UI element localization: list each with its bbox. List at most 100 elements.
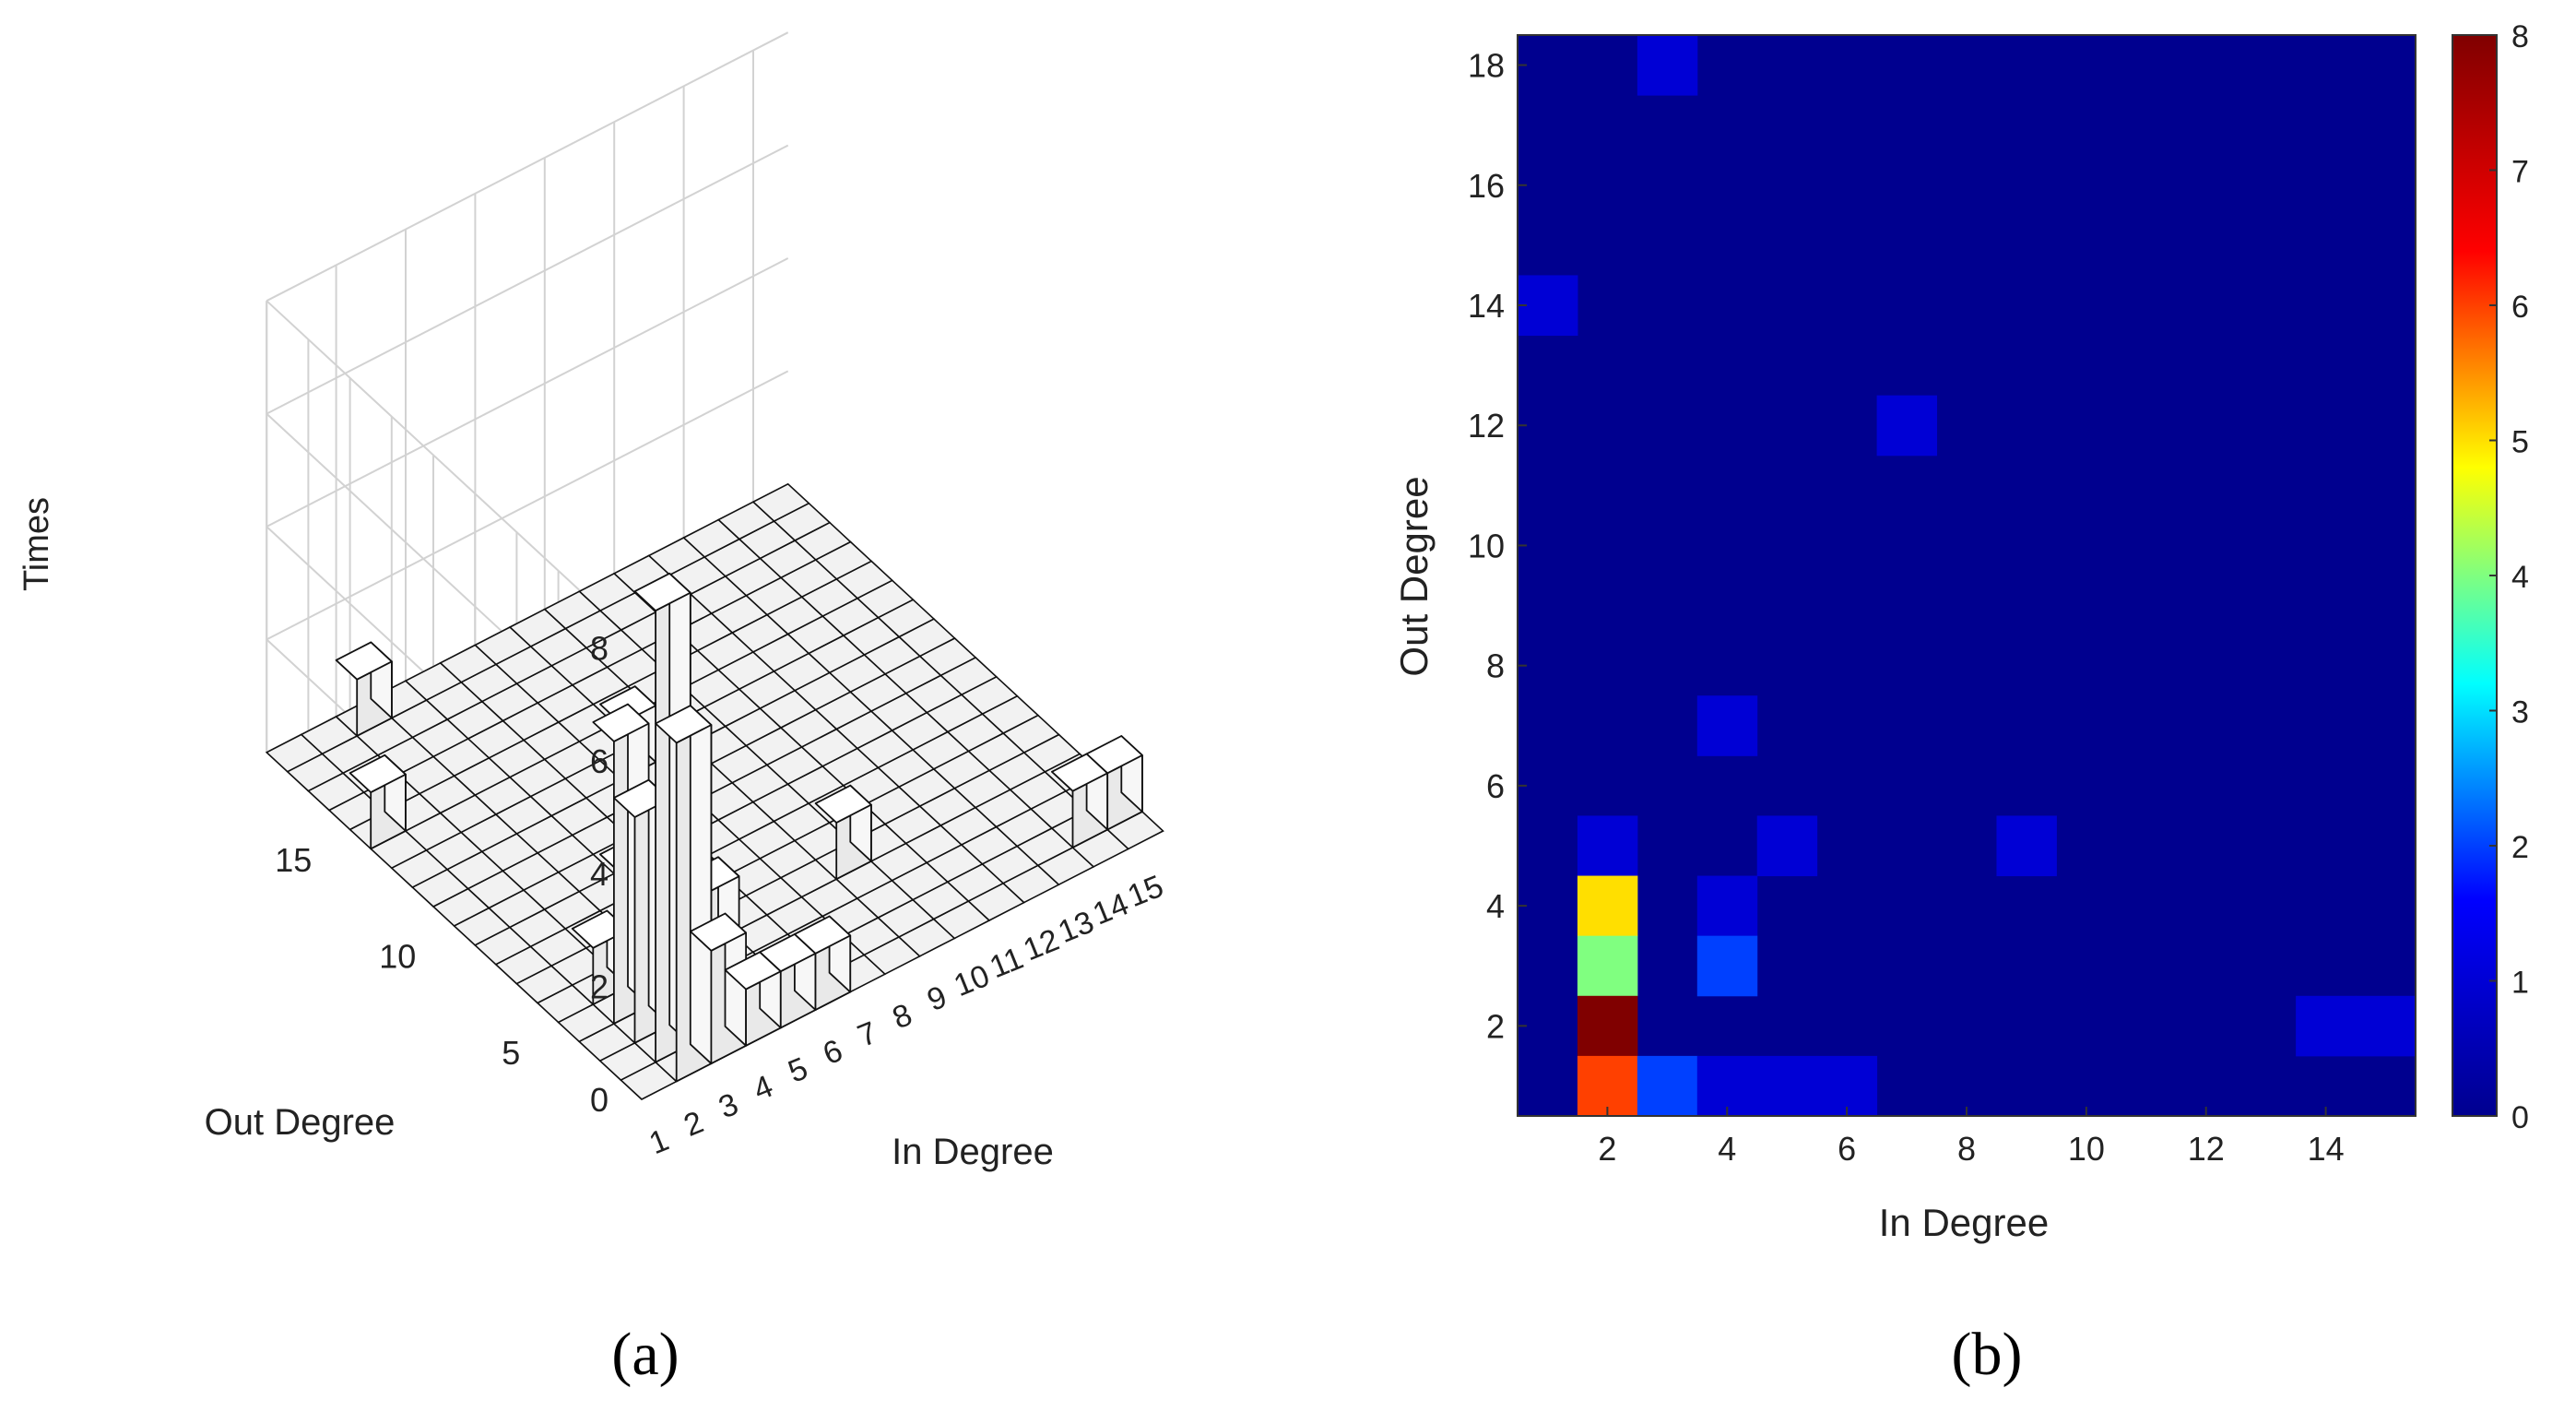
bar-face-side — [689, 705, 713, 1065]
bar-in15-out2 — [1085, 735, 1143, 831]
back-wall-gridline-z8 — [266, 31, 789, 303]
colorbar-tick-label-0: 0 — [2511, 1100, 2529, 1135]
in-degree-tick-label-6: 6 — [818, 1033, 847, 1072]
bar-in4-out1 — [724, 951, 782, 1047]
bar-in5-out1 — [759, 933, 817, 1029]
x-tick-label-2: 2 — [1598, 1130, 1616, 1168]
x-tick-label-10: 10 — [2068, 1130, 2105, 1168]
panel-b-x-tick-labels: 2 4 6 8 10 12 14 — [1598, 1107, 2345, 1168]
heatmap-background — [1518, 35, 2416, 1116]
z-tick-label-0: 0 — [590, 1081, 609, 1119]
panel-b-y-tick-labels: 2 4 6 8 10 12 14 16 18 — [1468, 47, 1527, 1045]
heatmap-cell-in4-out7 — [1696, 695, 1758, 756]
back-wall-gridline-z2 — [266, 370, 789, 641]
bar-face-top — [794, 915, 852, 955]
panel-a-out-degree-axis-label: Out Degree — [205, 1102, 396, 1143]
panel-a-z-tick-labels: 0 2 4 6 8 — [590, 629, 609, 1119]
z-tick-label-8: 8 — [590, 629, 609, 667]
bar-face-top — [335, 641, 393, 681]
heatmap-cell-in1-out14 — [1518, 275, 1578, 337]
x-tick-label-6: 6 — [1837, 1130, 1856, 1168]
bar-face-top — [349, 753, 407, 793]
heatmap-cell-in15-out2 — [2356, 995, 2416, 1057]
heatmap-cell-in2-out3 — [1577, 935, 1638, 997]
heatmap-cell-in14-out2 — [2296, 995, 2357, 1057]
x-tick-label-14: 14 — [2308, 1130, 2345, 1168]
y-tick-label-16: 16 — [1468, 167, 1505, 205]
bar-face-top — [689, 912, 747, 952]
panel-a-out-degree-tick-labels: 5 10 15 — [275, 841, 520, 1072]
y-tick-label-4: 4 — [1486, 887, 1505, 925]
x-tick-label-12: 12 — [2188, 1130, 2225, 1168]
in-degree-tick-label-10: 10 — [949, 958, 994, 1003]
in-degree-tick-label-2: 2 — [679, 1105, 709, 1144]
bar-in3-out18 — [335, 641, 393, 737]
bar-in2-out1 — [655, 705, 713, 1083]
bar-in1-out14 — [349, 753, 407, 850]
y-tick-label-14: 14 — [1468, 287, 1505, 325]
y-tick-label-8: 8 — [1486, 647, 1505, 685]
out-degree-tick-label-10: 10 — [379, 937, 416, 975]
colorbar-tick-label-6: 6 — [2511, 290, 2529, 325]
heatmap-cell-in4-out1 — [1696, 1055, 1758, 1117]
y-tick-label-6: 6 — [1486, 767, 1505, 805]
heatmap-cell-in2-out5 — [1577, 815, 1638, 877]
panel-b-y-axis-label: Out Degree — [1392, 476, 1436, 676]
colorbar-tick-label-2: 2 — [2511, 830, 2529, 865]
panel-b-colorbar-tick-labels: 0 1 2 3 4 5 6 7 8 — [2489, 19, 2529, 1135]
panel-a-z-axis-label: Times — [18, 497, 56, 591]
bar-face-top — [655, 705, 713, 744]
heatmap-cell-in7-out12 — [1876, 395, 1938, 457]
panel-a-bars — [335, 572, 1143, 1083]
bar-in9-out5 — [814, 784, 872, 881]
z-tick-label-4: 4 — [590, 855, 609, 893]
left-wall-gridline-z8 — [266, 300, 643, 649]
y-tick-label-2: 2 — [1486, 1007, 1505, 1045]
colorbar-tick-label-4: 4 — [2511, 560, 2529, 595]
y-tick-label-12: 12 — [1468, 407, 1505, 445]
bar-face-top — [592, 703, 650, 742]
colorbar-tick-label-5: 5 — [2511, 425, 2529, 460]
panel-b-heatmap-cells — [1517, 34, 2416, 1117]
colorbar-tick-label-1: 1 — [2511, 966, 2529, 1001]
in-degree-tick-label-8: 8 — [888, 997, 917, 1036]
heatmap-cell-in6-out1 — [1816, 1055, 1878, 1117]
out-degree-tick-label-15: 15 — [275, 841, 312, 879]
heatmap-cell-in4-out4 — [1696, 875, 1758, 937]
back-wall-gridline-z6 — [266, 144, 789, 415]
panel-a-caption: (a) — [611, 1321, 679, 1388]
out-degree-tick-label-5: 5 — [502, 1034, 520, 1072]
z-tick-label-2: 2 — [590, 968, 609, 1006]
bar-face-top — [633, 572, 691, 611]
in-degree-tick-label-5: 5 — [784, 1050, 813, 1089]
bar-face-top — [814, 784, 872, 824]
heatmap-cell-in2-out1 — [1577, 1055, 1638, 1117]
colorbar-tick-label-3: 3 — [2511, 695, 2529, 730]
heatmap-cell-in2-out4 — [1577, 875, 1638, 937]
panel-b-x-axis-label: In Degree — [1879, 1201, 2049, 1244]
panel-b-caption: (b) — [1952, 1321, 2023, 1388]
in-degree-tick-label-4: 4 — [749, 1069, 778, 1108]
y-tick-label-18: 18 — [1468, 47, 1505, 85]
heatmap-cell-in4-out3 — [1696, 935, 1758, 997]
bar-in6-out1 — [794, 915, 852, 1011]
colorbar-tick-label-7: 7 — [2511, 155, 2529, 190]
heatmap-cell-in3-out1 — [1637, 1055, 1698, 1117]
heatmap-cell-in5-out1 — [1756, 1055, 1818, 1117]
x-tick-label-4: 4 — [1718, 1130, 1736, 1168]
in-degree-tick-label-11: 11 — [985, 941, 1028, 985]
z-tick-label-6: 6 — [590, 742, 609, 780]
x-tick-label-8: 8 — [1957, 1130, 1976, 1168]
in-degree-tick-label-9: 9 — [922, 979, 951, 1018]
colorbar-tick-label-8: 8 — [2511, 19, 2529, 54]
heatmap-cell-in9-out5 — [1996, 815, 2057, 877]
in-degree-tick-label-15: 15 — [1123, 869, 1168, 914]
back-wall-gridline-z4 — [266, 257, 789, 528]
heatmap-cell-in2-out2 — [1577, 995, 1638, 1057]
floor-cell-in15-out18 — [751, 482, 810, 523]
heatmap-cell-in5-out5 — [1756, 815, 1818, 877]
heatmap-cell-in3-out18 — [1637, 35, 1698, 96]
